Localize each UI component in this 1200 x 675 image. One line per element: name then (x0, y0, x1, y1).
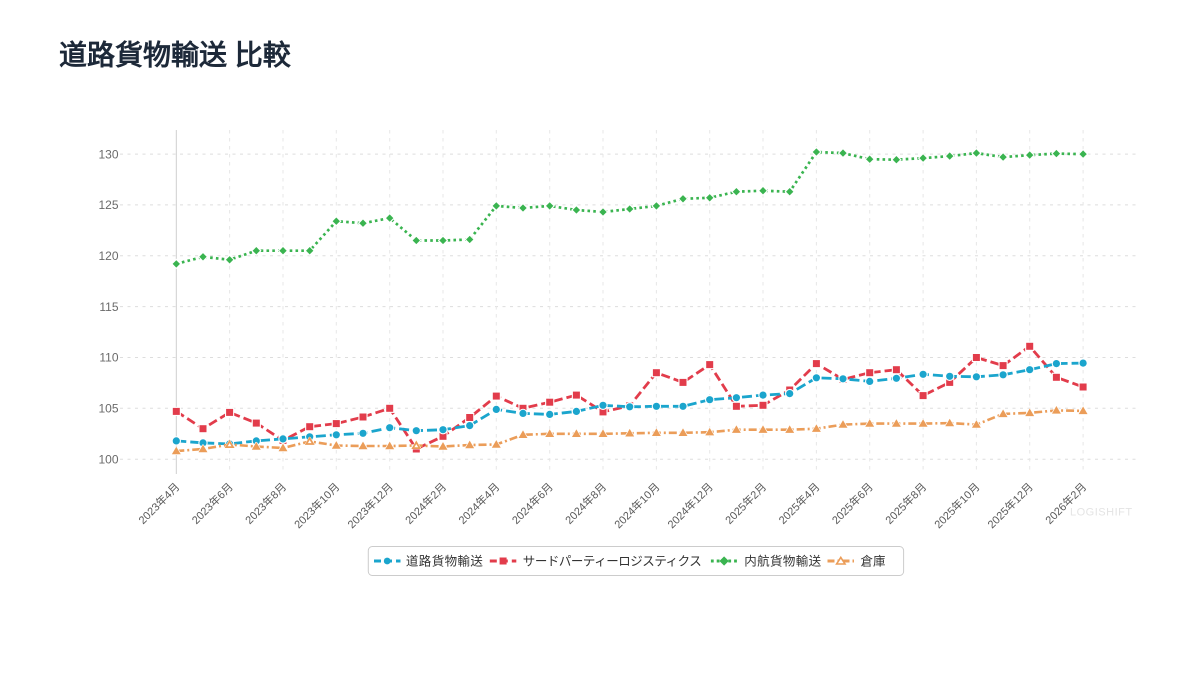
svg-text:110: 110 (99, 351, 118, 365)
svg-text:115: 115 (99, 300, 118, 314)
svg-text:100: 100 (98, 452, 118, 466)
svg-text:サードパーティーロジスティクス: サードパーティーロジスティクス (523, 555, 702, 569)
svg-text:125: 125 (98, 198, 118, 212)
svg-text:内航貨物輸送: 内航貨物輸送 (744, 554, 821, 569)
svg-text:120: 120 (98, 249, 118, 263)
svg-text:130: 130 (98, 147, 118, 161)
svg-text:倉庫: 倉庫 (861, 554, 886, 569)
svg-text:道路貨物輸送: 道路貨物輸送 (406, 554, 483, 569)
svg-text:道路貨物輸送 比較: 道路貨物輸送 比較 (59, 39, 292, 71)
svg-text:105: 105 (98, 402, 118, 416)
svg-text:LOGISHIFT: LOGISHIFT (1070, 507, 1133, 519)
